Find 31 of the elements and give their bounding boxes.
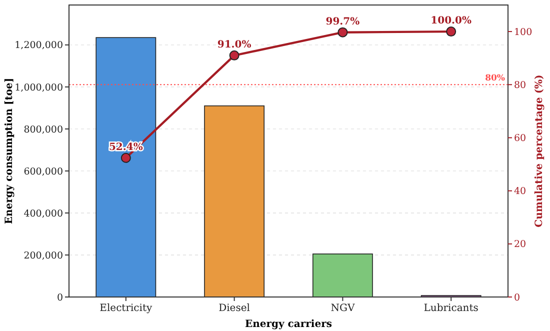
x-axis-title: Energy carriers xyxy=(245,319,332,330)
point xyxy=(446,26,456,37)
x-tick-label: Diesel xyxy=(218,303,250,314)
y2-tick-label: 60 xyxy=(514,133,526,144)
y2-tick-label: 80 xyxy=(514,80,526,91)
y-axis-title: Energy consumption [toe] xyxy=(4,78,15,224)
y-tick-label: 1,000,000 xyxy=(14,82,63,94)
y2-tick-label: 40 xyxy=(514,186,526,198)
bar xyxy=(96,37,156,298)
data-label: 100.0% xyxy=(430,16,472,27)
y2-tick-label: 20 xyxy=(514,239,526,250)
y2-tick-label: 100 xyxy=(514,26,532,38)
y2-axis-title: Cumulative percentage (%) xyxy=(534,74,545,228)
y-tick-label: 1,200,000 xyxy=(14,40,63,52)
point xyxy=(120,152,131,163)
ref-line-label: 80% xyxy=(485,74,505,84)
data-label: 91.0% xyxy=(217,39,252,50)
data-label: 99.7% xyxy=(326,16,360,28)
bar xyxy=(204,105,265,298)
x-tick-label: NGV xyxy=(330,303,356,314)
y2-tick-label: 0 xyxy=(514,292,520,304)
y-tick-label: 0 xyxy=(56,292,63,304)
x-tick-label: Lubricants xyxy=(424,303,478,314)
point xyxy=(338,27,348,38)
y-tick-label: 800,000 xyxy=(24,124,63,136)
point xyxy=(229,50,240,60)
y-tick-label: 200,000 xyxy=(24,250,63,262)
x-tick-label: Electricity xyxy=(100,303,152,314)
y-tick-label: 400,000 xyxy=(24,208,63,220)
y-tick-label: 600,000 xyxy=(24,166,63,178)
bar xyxy=(312,254,373,298)
